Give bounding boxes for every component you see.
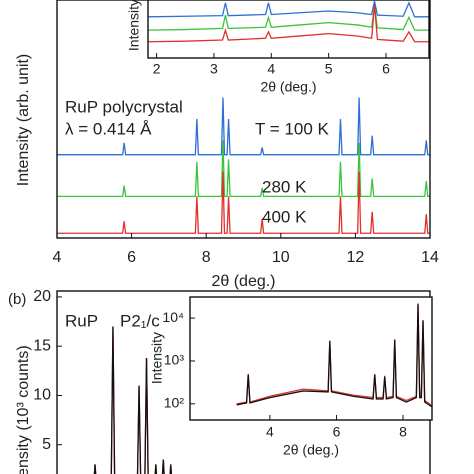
x-tick-label: 12 bbox=[347, 249, 365, 266]
x-tick-label: 14 bbox=[421, 249, 439, 266]
x-tick-label: 5 bbox=[325, 61, 333, 77]
x-tick-label: 8 bbox=[399, 424, 407, 440]
x-tick-label: 6 bbox=[127, 249, 136, 266]
y-axis-label: Intensity bbox=[126, 0, 142, 51]
data-line bbox=[148, 4, 429, 43]
x-axis-label: 2θ (deg.) bbox=[260, 79, 316, 95]
y-tick-label: 15 bbox=[33, 337, 51, 354]
axes-box bbox=[56, 0, 431, 239]
x-tick-label: 10 bbox=[272, 249, 290, 266]
data-line bbox=[148, 1, 429, 18]
annotation: RuP polycrystal bbox=[65, 97, 183, 116]
annotation: P2₁/c bbox=[120, 311, 160, 330]
x-axis-label: 2θ (deg.) bbox=[283, 442, 339, 458]
annotation: RuP bbox=[65, 311, 98, 330]
x-tick-label: 4 bbox=[53, 249, 62, 266]
y-tick-label: 10 bbox=[33, 387, 51, 404]
y-axis-label: Intensity (10³ counts) bbox=[15, 345, 32, 474]
data-line bbox=[57, 140, 430, 197]
data-line bbox=[93, 326, 173, 474]
x-tick-label: 4 bbox=[266, 424, 274, 440]
x-tick-label: 6 bbox=[333, 424, 341, 440]
x-axis-label: 2θ (deg.) bbox=[211, 273, 275, 290]
data-line bbox=[57, 97, 430, 156]
axes-box bbox=[147, 0, 430, 59]
y-tick-label: 10³ bbox=[164, 352, 185, 368]
y-tick-label: 20 bbox=[33, 288, 51, 305]
data-line bbox=[236, 304, 432, 408]
x-tick-label: 6 bbox=[382, 61, 390, 77]
panel-label: (b) bbox=[8, 291, 26, 308]
y-axis-label: Intensity bbox=[149, 332, 165, 384]
annotation: 400 K bbox=[262, 207, 307, 226]
x-tick-label: 2 bbox=[153, 61, 161, 77]
data-line bbox=[148, 5, 429, 31]
axes-box bbox=[189, 296, 433, 421]
x-tick-label: 4 bbox=[267, 61, 275, 77]
y-tick-label: 10⁴ bbox=[162, 309, 184, 325]
data-line bbox=[57, 171, 430, 234]
inset-background bbox=[190, 297, 432, 420]
annotation: 280 K bbox=[262, 177, 307, 196]
y-tick-label: 5 bbox=[42, 436, 51, 453]
annotation: λ = 0.414 Å bbox=[65, 119, 152, 138]
x-tick-label: 8 bbox=[202, 249, 211, 266]
x-tick-label: 3 bbox=[210, 61, 218, 77]
y-axis-label: Intensity (arb. unit) bbox=[15, 54, 32, 187]
y-tick-label: 10² bbox=[164, 395, 185, 411]
annotation: T = 100 K bbox=[255, 119, 330, 138]
